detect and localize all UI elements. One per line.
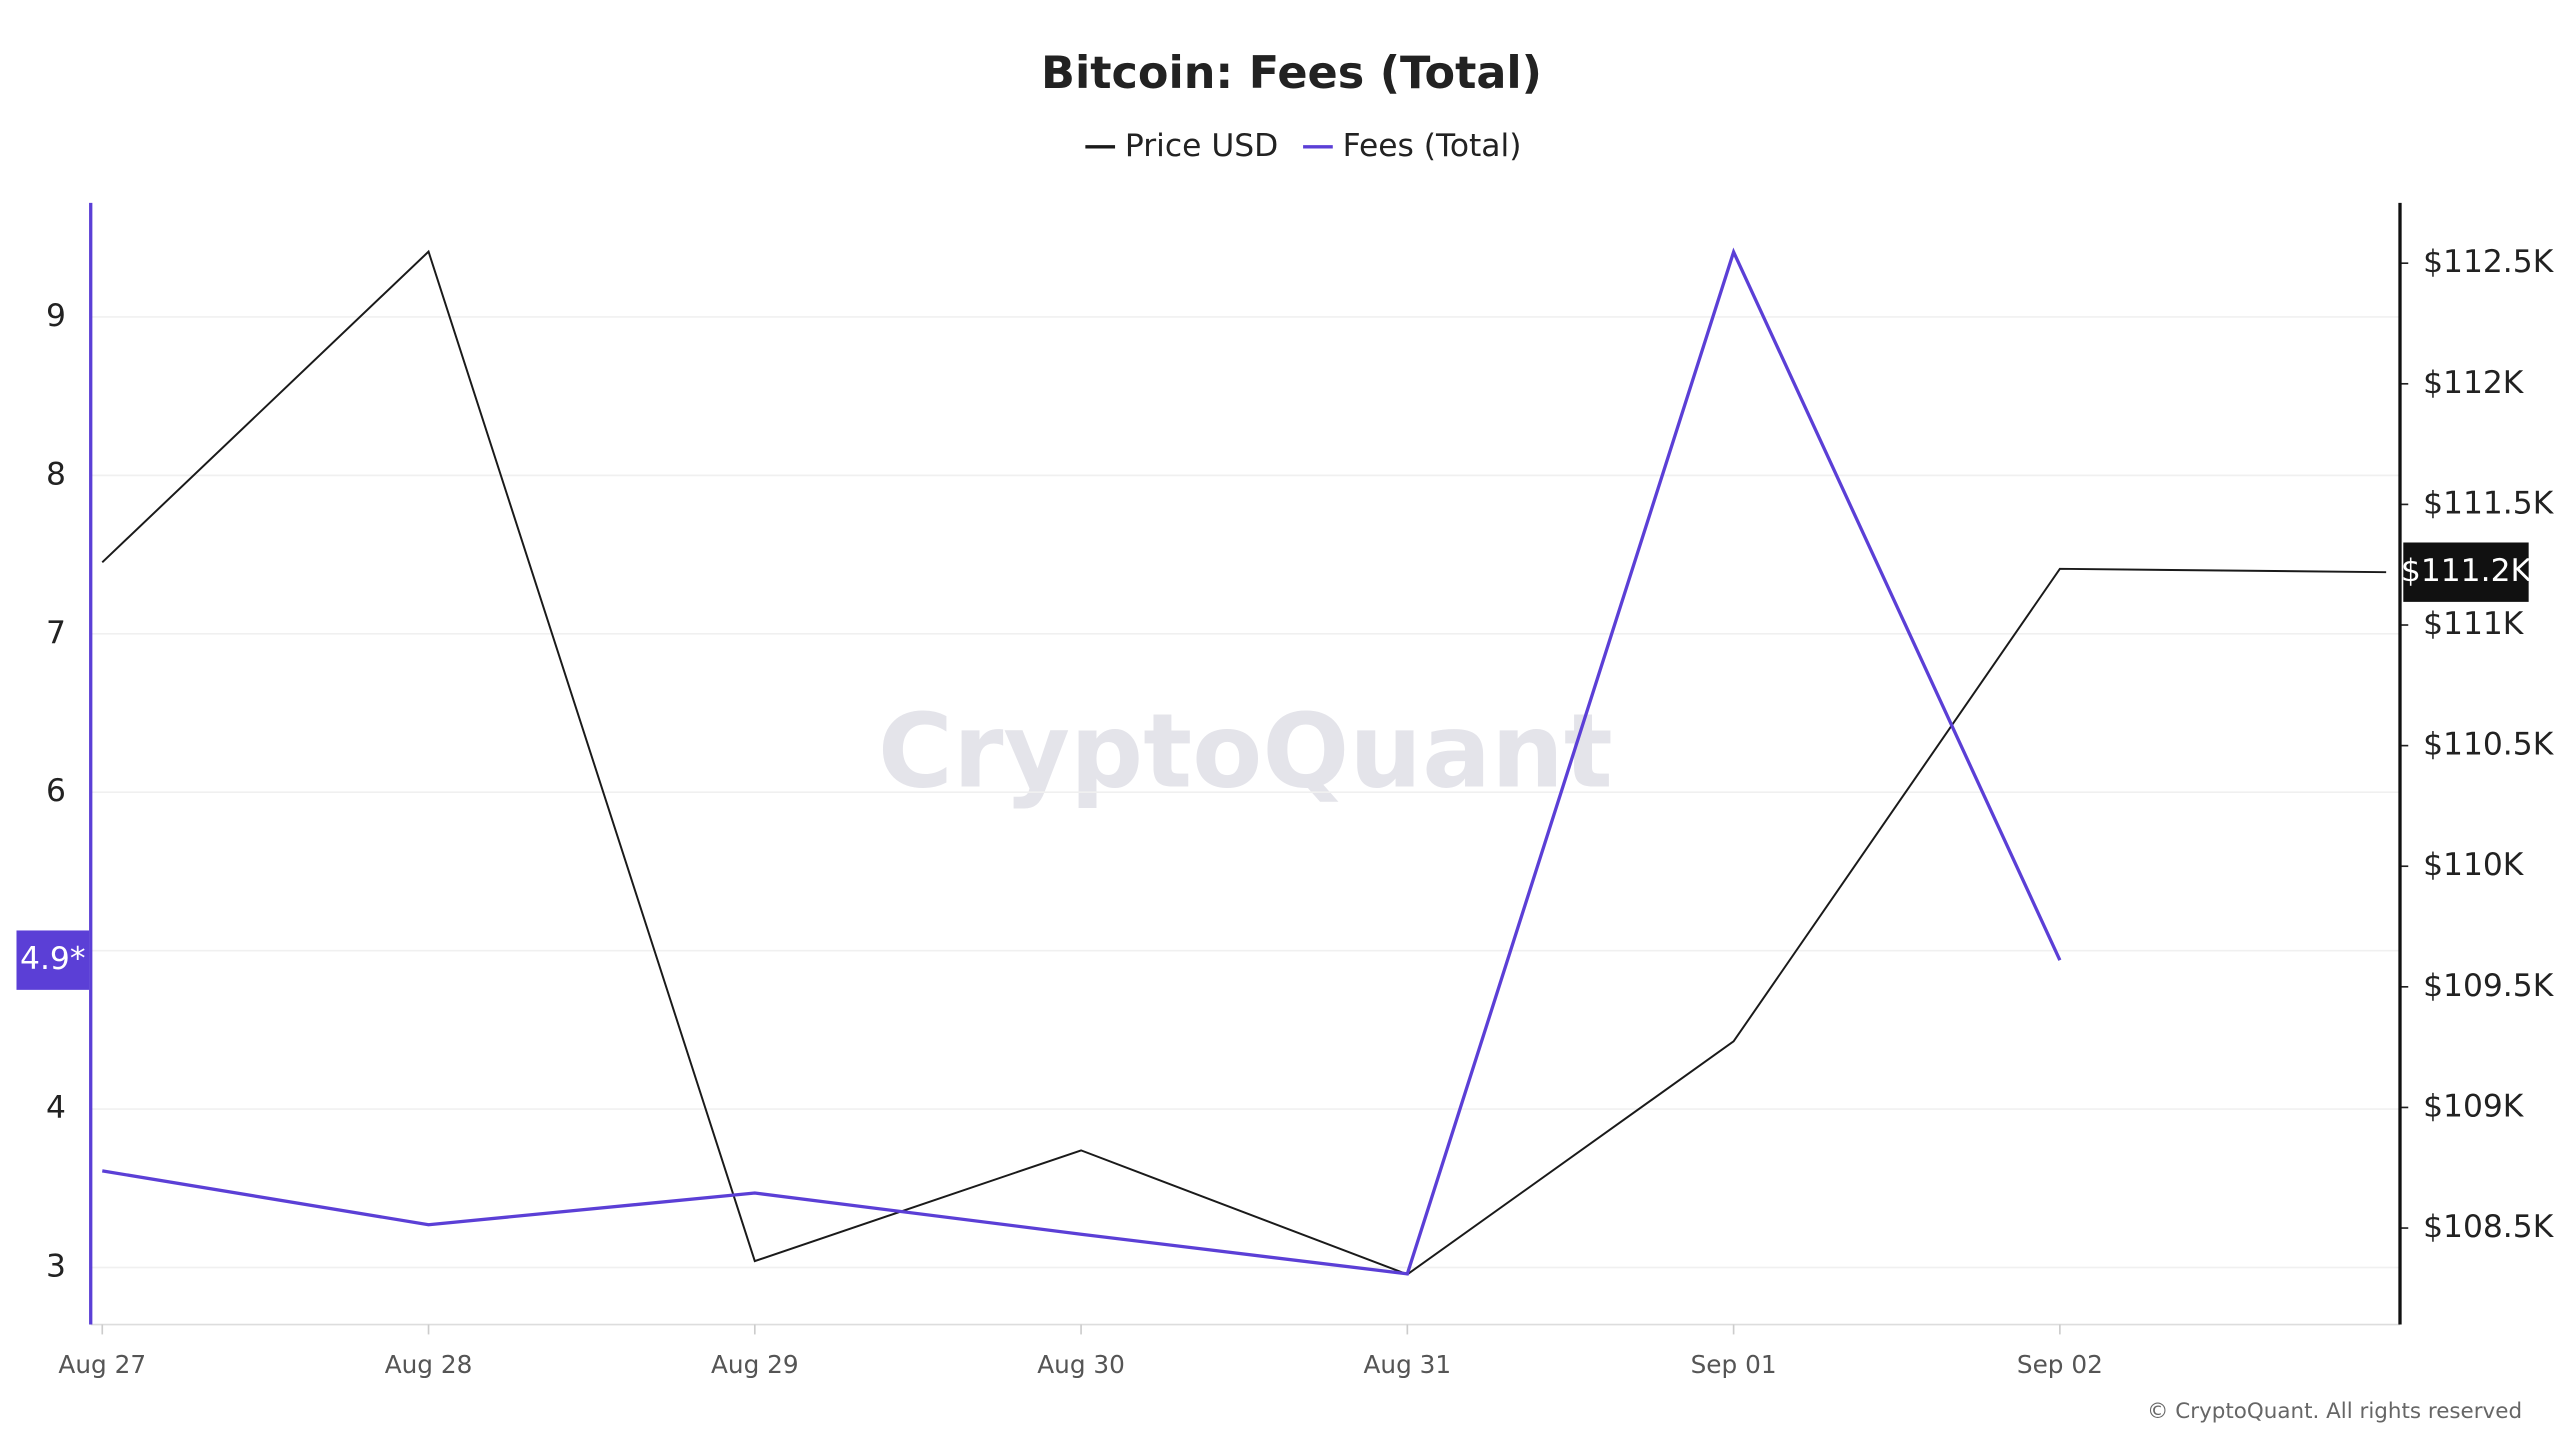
- value-badge: [16, 930, 90, 990]
- x-tick-label: Aug 28: [385, 1350, 473, 1379]
- y-tick-label: 8: [46, 456, 66, 492]
- watermark: CryptoQuant: [878, 693, 1613, 812]
- y2-tick-label: $111K: [2423, 606, 2525, 642]
- legend-label: Fees (Total): [1343, 128, 1522, 164]
- x-tick-label: Aug 29: [711, 1350, 799, 1379]
- x-tick-label: Aug 27: [58, 1350, 146, 1379]
- y2-tick-label: $111.5K: [2423, 485, 2555, 521]
- y2-tick-label: $108.5K: [2423, 1209, 2555, 1245]
- y-tick-label: 9: [46, 298, 66, 334]
- x-tick-label: Sep 01: [1691, 1350, 1777, 1379]
- y-tick-label: 6: [46, 773, 66, 809]
- y-tick-label: 4: [46, 1090, 66, 1126]
- y2-tick-label: $110K: [2423, 847, 2525, 883]
- legend-label: Price USD: [1125, 128, 1278, 164]
- y2-tick-label: $112K: [2423, 365, 2525, 401]
- y2-tick-label: $109K: [2423, 1088, 2525, 1124]
- chart-title: Bitcoin: Fees (Total): [1041, 47, 1542, 99]
- y2-tick-label: $109.5K: [2423, 968, 2555, 1004]
- footer: © CryptoQuant. All rights reserved: [2147, 1399, 2522, 1424]
- value-label: 4.9*: [20, 941, 86, 977]
- y-tick-label: 3: [46, 1249, 66, 1285]
- x-tick-label: Sep 02: [2017, 1350, 2103, 1379]
- value-badge: [2403, 542, 2529, 602]
- value-label: $111.2K: [2401, 553, 2533, 589]
- series-line: [101, 247, 2062, 1276]
- x-tick-label: Aug 31: [1364, 1350, 1452, 1379]
- y2-tick-label: $112.5K: [2423, 244, 2555, 280]
- y2-tick-label: $110.5K: [2423, 727, 2555, 763]
- series-line: [101, 249, 2387, 1276]
- y-tick-label: 7: [46, 615, 66, 651]
- x-tick-label: Aug 30: [1037, 1350, 1125, 1379]
